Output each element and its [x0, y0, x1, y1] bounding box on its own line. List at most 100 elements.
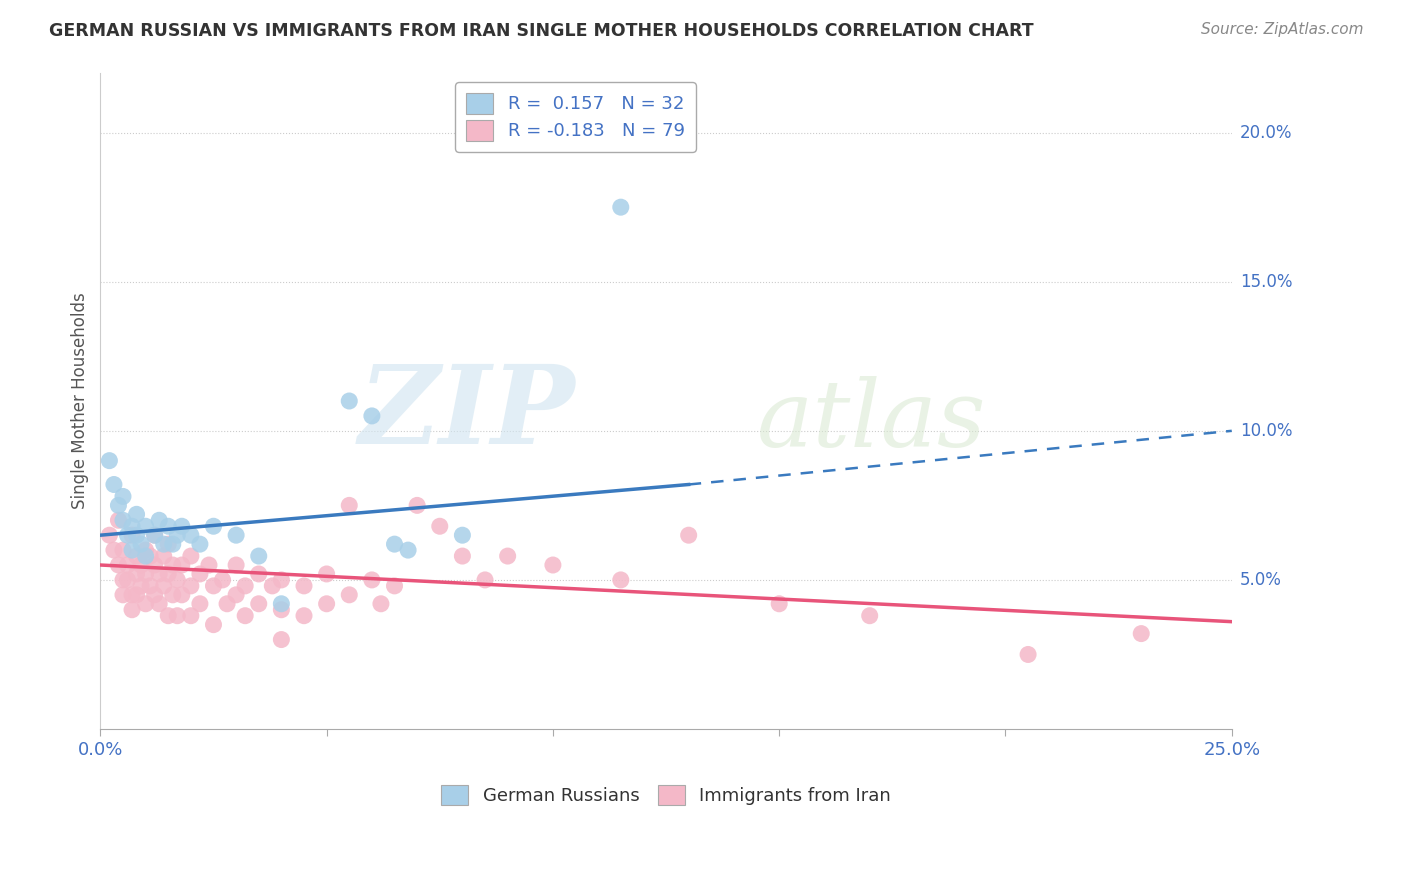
Point — [166, 528, 188, 542]
Point — [337, 499, 360, 513]
Point — [107, 499, 129, 513]
Point — [125, 588, 148, 602]
Point — [162, 558, 184, 572]
Point — [135, 519, 157, 533]
Point — [135, 549, 157, 563]
Point — [148, 597, 170, 611]
Point — [610, 573, 633, 587]
Point — [451, 528, 474, 542]
Text: GERMAN RUSSIAN VS IMMIGRANTS FROM IRAN SINGLE MOTHER HOUSEHOLDS CORRELATION CHAR: GERMAN RUSSIAN VS IMMIGRANTS FROM IRAN S… — [49, 22, 1033, 40]
Point — [152, 549, 174, 563]
Y-axis label: Single Mother Households: Single Mother Households — [72, 293, 89, 509]
Point — [121, 603, 143, 617]
Point — [262, 579, 284, 593]
Point — [152, 579, 174, 593]
Point — [474, 573, 496, 587]
Point — [315, 597, 337, 611]
Point — [292, 608, 315, 623]
Point — [541, 558, 564, 572]
Point — [1130, 626, 1153, 640]
Point — [125, 566, 148, 581]
Point — [162, 588, 184, 602]
Point — [496, 549, 519, 563]
Point — [111, 543, 134, 558]
Point — [162, 537, 184, 551]
Point — [98, 453, 121, 467]
Point — [148, 566, 170, 581]
Point — [135, 597, 157, 611]
Text: atlas: atlas — [756, 376, 986, 466]
Point — [370, 597, 392, 611]
Point — [233, 608, 256, 623]
Point — [135, 543, 157, 558]
Point — [125, 528, 148, 542]
Point — [384, 579, 406, 593]
Point — [270, 597, 292, 611]
Point — [157, 537, 180, 551]
Point — [247, 566, 270, 581]
Point — [152, 537, 174, 551]
Point — [360, 409, 382, 423]
Point — [107, 558, 129, 572]
Point — [157, 519, 180, 533]
Point — [111, 588, 134, 602]
Point — [121, 528, 143, 542]
Point — [121, 588, 143, 602]
Point — [247, 597, 270, 611]
Point — [337, 588, 360, 602]
Point — [678, 528, 700, 542]
Point — [180, 579, 202, 593]
Point — [111, 513, 134, 527]
Point — [117, 528, 139, 542]
Point — [170, 558, 193, 572]
Text: Source: ZipAtlas.com: Source: ZipAtlas.com — [1201, 22, 1364, 37]
Point — [429, 519, 451, 533]
Point — [143, 528, 166, 542]
Point — [360, 573, 382, 587]
Point — [188, 537, 211, 551]
Point — [129, 537, 152, 551]
Point — [103, 477, 125, 491]
Point — [337, 394, 360, 409]
Point — [451, 549, 474, 563]
Point — [1017, 648, 1039, 662]
Point — [107, 513, 129, 527]
Point — [188, 597, 211, 611]
Point — [170, 588, 193, 602]
Point — [198, 558, 221, 572]
Point — [111, 490, 134, 504]
Point — [157, 608, 180, 623]
Point — [225, 528, 247, 542]
Point — [215, 597, 238, 611]
Point — [166, 573, 188, 587]
Point — [233, 579, 256, 593]
Point — [270, 632, 292, 647]
Point — [157, 566, 180, 581]
Point — [225, 558, 247, 572]
Point — [225, 588, 247, 602]
Point — [166, 608, 188, 623]
Point — [180, 608, 202, 623]
Point — [148, 513, 170, 527]
Point — [103, 543, 125, 558]
Point — [98, 528, 121, 542]
Point — [143, 588, 166, 602]
Point — [117, 558, 139, 572]
Text: 10.0%: 10.0% — [1240, 422, 1292, 440]
Point — [202, 579, 225, 593]
Point — [270, 603, 292, 617]
Point — [396, 543, 419, 558]
Point — [117, 573, 139, 587]
Point — [180, 528, 202, 542]
Point — [610, 200, 633, 214]
Point — [188, 566, 211, 581]
Point — [202, 617, 225, 632]
Point — [125, 549, 148, 563]
Point — [406, 499, 429, 513]
Point — [143, 528, 166, 542]
Point — [139, 549, 162, 563]
Point — [292, 579, 315, 593]
Point — [111, 573, 134, 587]
Point — [315, 566, 337, 581]
Legend: German Russians, Immigrants from Iran: German Russians, Immigrants from Iran — [434, 778, 898, 813]
